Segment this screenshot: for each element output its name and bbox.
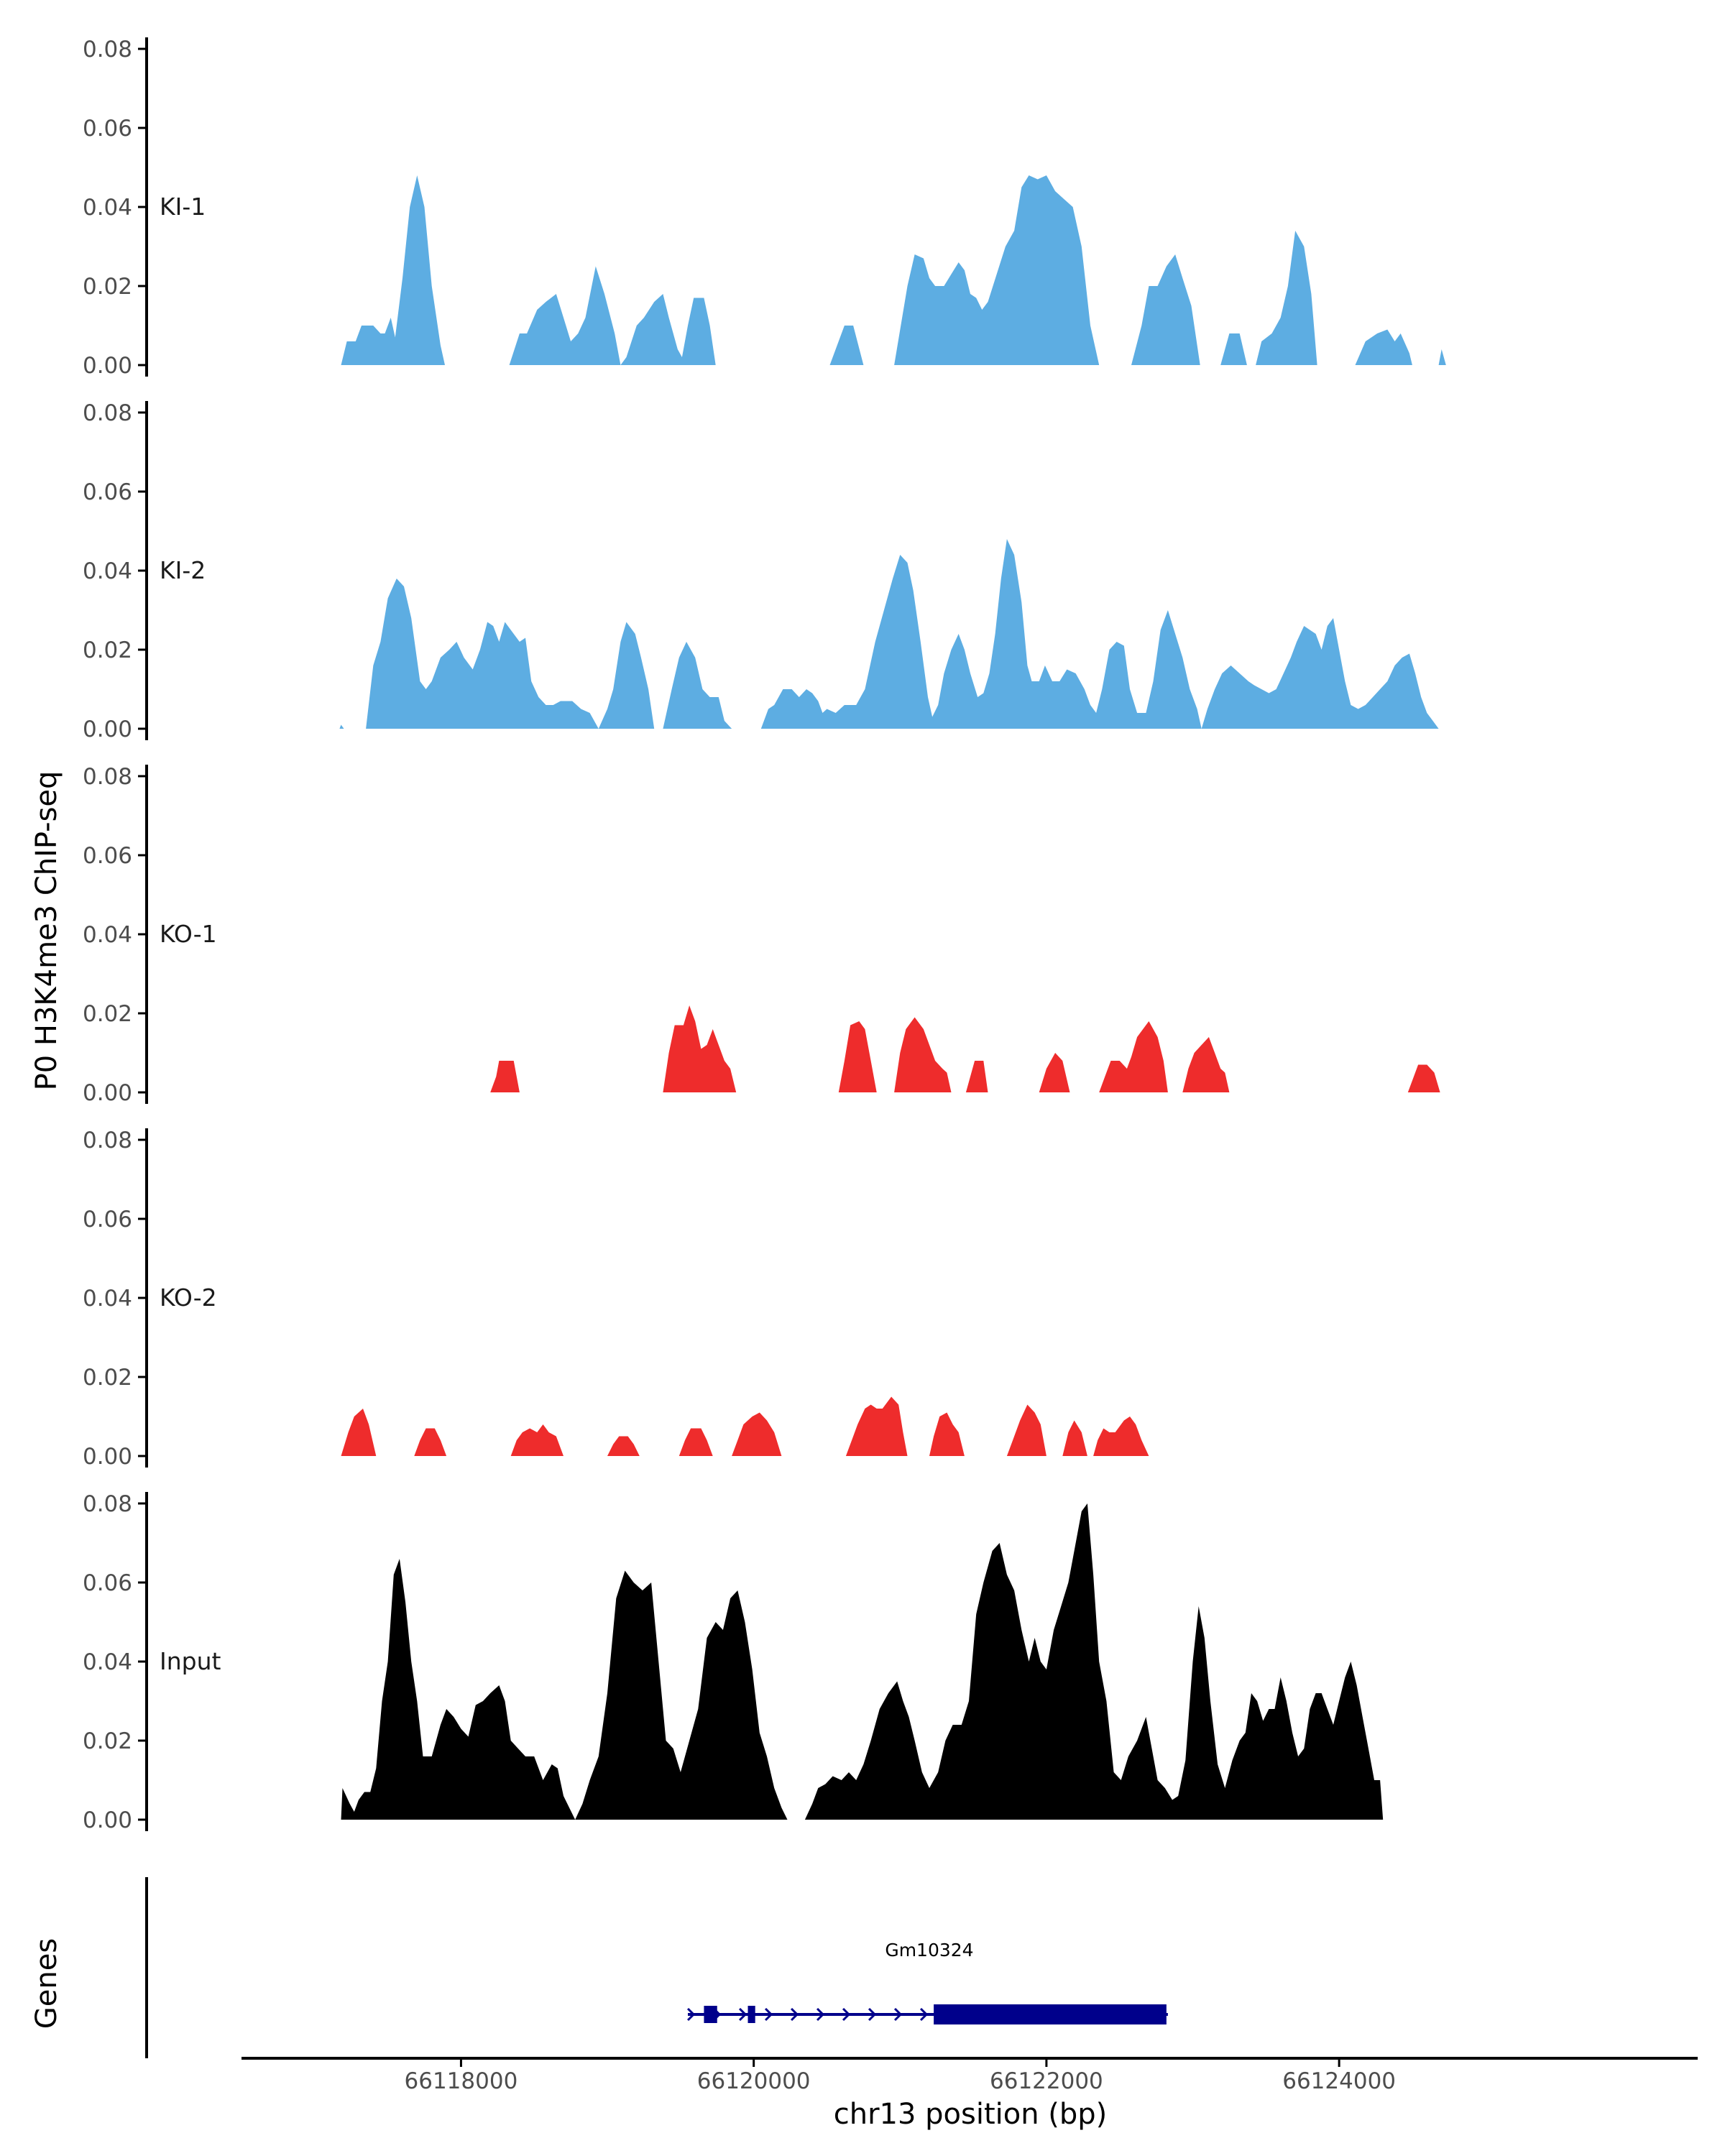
gene-track: Gm10324 — [145, 1877, 1168, 2058]
exon-block — [748, 2006, 755, 2023]
track-ki-1: 0.00 0.02 0.04 0.06 0.08 KI-1 — [83, 37, 1446, 379]
gene-gm10324: Gm10324 — [686, 1940, 1168, 2024]
track-input: 0.00 0.02 0.04 0.06 0.08 Input — [83, 1491, 1384, 1833]
track-ko-1: 0.00 0.02 0.04 0.06 0.08 KO-1 — [83, 764, 1440, 1106]
strand-arrow — [868, 2007, 877, 2022]
y-tick-label: 0.06 — [83, 116, 132, 142]
x-tick-label: 66120000 — [697, 2068, 811, 2094]
x-axis: 66118000 66120000 66122000 66124000 — [242, 2057, 1698, 2094]
coverage-area — [339, 539, 1439, 729]
x-tick-label: 66122000 — [990, 2068, 1103, 2094]
y-tick-label: 0.02 — [83, 1728, 132, 1754]
strand-arrow — [686, 2007, 696, 2022]
y-tick-label: 0.06 — [83, 1207, 132, 1233]
strand-arrow — [738, 2007, 748, 2022]
gene-name-label: Gm10324 — [885, 1940, 973, 1961]
coverage-area — [341, 1396, 1149, 1456]
strand-arrow — [790, 2007, 799, 2022]
y-tick-label: 0.06 — [83, 479, 132, 505]
y-tick-label: 0.04 — [83, 1649, 132, 1675]
y-tick-label: 0.08 — [83, 1128, 132, 1153]
track-ki-2: 0.00 0.02 0.04 0.06 0.08 KI-2 — [83, 400, 1439, 742]
y-tick-label: 0.02 — [83, 1365, 132, 1391]
y-axis-title: P0 H3K4me3 ChIP-seq — [30, 771, 63, 1091]
y-tick-label: 0.00 — [83, 1807, 132, 1833]
y-tick-label: 0.08 — [83, 400, 132, 426]
track-label: KI-1 — [160, 193, 206, 221]
strand-arrow — [893, 2007, 903, 2022]
y-tick-label: 0.04 — [83, 558, 132, 584]
y-tick-label: 0.08 — [83, 1491, 132, 1517]
y-tick-label: 0.08 — [83, 37, 132, 63]
track-label: KO-2 — [160, 1284, 217, 1312]
coverage-tracks: 0.00 0.02 0.04 0.06 0.08 KI-1 0.00 0.02 0.04 0.06… — [83, 37, 1446, 1833]
y-tick-label: 0.04 — [83, 195, 132, 221]
strand-arrow — [919, 2007, 929, 2022]
track-label: KO-1 — [160, 920, 217, 948]
x-tick-label: 66118000 — [405, 2068, 518, 2094]
genes-track-label: Genes — [30, 1938, 63, 2029]
track-label: Input — [160, 1647, 221, 1675]
y-tick-label: 0.00 — [83, 717, 132, 742]
y-tick-label: 0.06 — [83, 1570, 132, 1596]
track-ko-2: 0.00 0.02 0.04 0.06 0.08 KO-2 — [83, 1128, 1149, 1470]
strand-arrow — [816, 2007, 825, 2022]
y-tick-label: 0.04 — [83, 1286, 132, 1312]
x-tick-label: 66124000 — [1282, 2068, 1396, 2094]
y-tick-label: 0.08 — [83, 764, 132, 790]
strand-arrow — [764, 2007, 773, 2022]
y-tick-label: 0.06 — [83, 843, 132, 869]
exon-block — [704, 2006, 717, 2023]
coverage-area — [490, 1005, 1440, 1092]
y-tick-label: 0.02 — [83, 1001, 132, 1027]
x-axis-title: chr13 position (bp) — [834, 2098, 1108, 2131]
y-tick-label: 0.00 — [83, 353, 132, 379]
strand-arrow — [842, 2007, 851, 2022]
track-label: KI-2 — [160, 556, 206, 584]
y-tick-label: 0.02 — [83, 274, 132, 300]
coverage-area — [341, 175, 1446, 365]
coverage-area — [341, 1503, 1384, 1820]
exon-block — [934, 2004, 1167, 2024]
y-tick-label: 0.00 — [83, 1444, 132, 1470]
y-tick-label: 0.02 — [83, 637, 132, 663]
y-tick-label: 0.04 — [83, 922, 132, 948]
y-tick-label: 0.00 — [83, 1080, 132, 1106]
